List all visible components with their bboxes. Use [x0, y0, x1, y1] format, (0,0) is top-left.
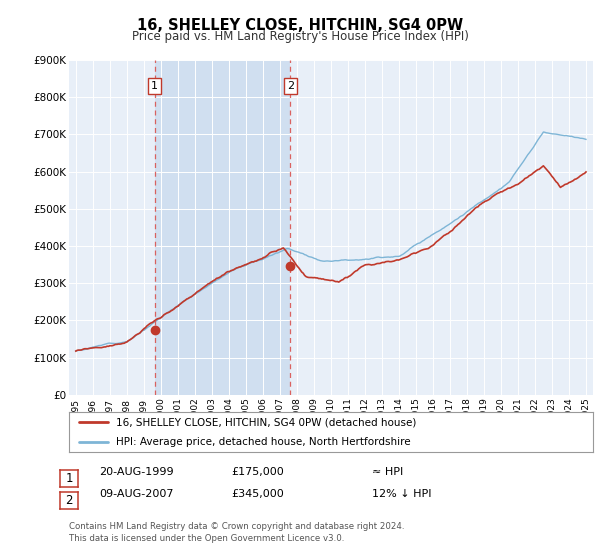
Text: 16, SHELLEY CLOSE, HITCHIN, SG4 0PW (detached house): 16, SHELLEY CLOSE, HITCHIN, SG4 0PW (det… [116, 417, 416, 427]
Text: 12% ↓ HPI: 12% ↓ HPI [372, 489, 431, 499]
Text: £345,000: £345,000 [231, 489, 284, 499]
Text: 09-AUG-2007: 09-AUG-2007 [99, 489, 173, 499]
Text: 16, SHELLEY CLOSE, HITCHIN, SG4 0PW: 16, SHELLEY CLOSE, HITCHIN, SG4 0PW [137, 18, 463, 33]
Text: £175,000: £175,000 [231, 466, 284, 477]
Text: 1: 1 [151, 81, 158, 91]
Text: 20-AUG-1999: 20-AUG-1999 [99, 466, 173, 477]
Text: This data is licensed under the Open Government Licence v3.0.: This data is licensed under the Open Gov… [69, 534, 344, 543]
Text: ≈ HPI: ≈ HPI [372, 466, 403, 477]
Bar [155, 60, 290, 395]
Text: Price paid vs. HM Land Registry's House Price Index (HPI): Price paid vs. HM Land Registry's House … [131, 30, 469, 43]
Text: 1: 1 [65, 472, 73, 485]
Text: Contains HM Land Registry data © Crown copyright and database right 2024.: Contains HM Land Registry data © Crown c… [69, 522, 404, 531]
Text: 2: 2 [287, 81, 294, 91]
Text: 2: 2 [65, 494, 73, 507]
Text: HPI: Average price, detached house, North Hertfordshire: HPI: Average price, detached house, Nort… [116, 437, 411, 447]
